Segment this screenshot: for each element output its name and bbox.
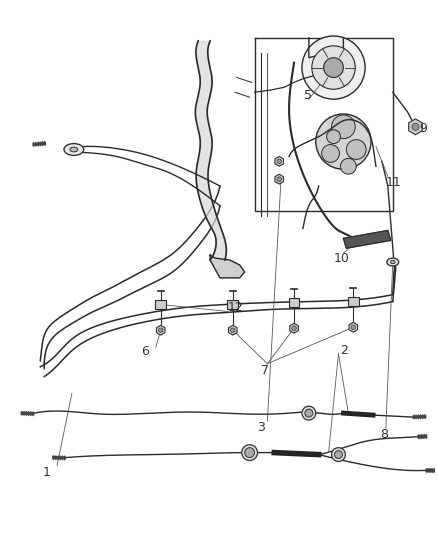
Text: 6: 6 — [141, 345, 149, 358]
Circle shape — [335, 450, 343, 458]
FancyBboxPatch shape — [155, 300, 166, 309]
Circle shape — [277, 159, 282, 164]
Text: 11: 11 — [386, 175, 402, 189]
Circle shape — [332, 448, 346, 462]
Circle shape — [230, 328, 235, 333]
Polygon shape — [290, 324, 298, 333]
Circle shape — [321, 144, 339, 163]
Circle shape — [302, 36, 365, 99]
Text: 8: 8 — [380, 429, 388, 441]
Circle shape — [312, 46, 355, 89]
Polygon shape — [343, 230, 391, 248]
FancyBboxPatch shape — [227, 300, 238, 309]
Polygon shape — [156, 325, 165, 335]
Text: 9: 9 — [420, 122, 427, 135]
Ellipse shape — [390, 261, 395, 264]
Text: 12: 12 — [228, 301, 244, 314]
Circle shape — [245, 448, 254, 457]
FancyBboxPatch shape — [289, 298, 300, 307]
Polygon shape — [275, 174, 283, 184]
Circle shape — [277, 177, 282, 181]
Polygon shape — [349, 322, 357, 332]
Circle shape — [305, 409, 313, 417]
Ellipse shape — [64, 143, 84, 156]
Ellipse shape — [70, 147, 78, 152]
Circle shape — [316, 114, 371, 169]
Circle shape — [340, 158, 356, 174]
Polygon shape — [210, 255, 245, 278]
Circle shape — [412, 123, 419, 131]
Text: 3: 3 — [258, 422, 265, 434]
Circle shape — [302, 406, 316, 420]
Text: 1: 1 — [42, 466, 50, 479]
Circle shape — [332, 115, 355, 139]
Polygon shape — [409, 119, 422, 135]
Circle shape — [159, 328, 163, 333]
Circle shape — [351, 325, 356, 329]
Circle shape — [242, 445, 258, 461]
Polygon shape — [275, 156, 283, 166]
Text: 7: 7 — [261, 364, 269, 377]
Text: 10: 10 — [333, 252, 350, 264]
Circle shape — [292, 326, 296, 330]
Text: 5: 5 — [304, 88, 312, 102]
Circle shape — [324, 58, 343, 77]
Circle shape — [327, 130, 340, 143]
Circle shape — [346, 140, 366, 159]
Text: 2: 2 — [340, 344, 348, 358]
Polygon shape — [229, 325, 237, 335]
Ellipse shape — [387, 258, 399, 266]
FancyBboxPatch shape — [348, 297, 359, 306]
